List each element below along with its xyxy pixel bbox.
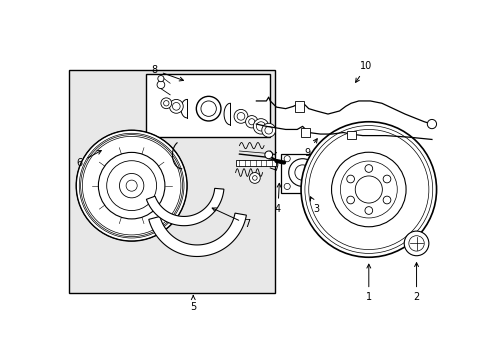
Circle shape — [364, 165, 372, 172]
Circle shape — [346, 196, 354, 204]
Circle shape — [119, 174, 143, 198]
Text: 10: 10 — [355, 61, 372, 82]
Bar — [145, 74, 270, 137]
Circle shape — [158, 76, 163, 82]
Circle shape — [314, 183, 321, 189]
Polygon shape — [148, 213, 246, 256]
Circle shape — [264, 151, 272, 159]
Circle shape — [427, 120, 436, 129]
Circle shape — [261, 123, 275, 137]
Circle shape — [383, 175, 390, 183]
Text: 9: 9 — [304, 139, 317, 158]
Bar — [235, 160, 275, 166]
Circle shape — [301, 122, 436, 257]
Bar — [281, 154, 323, 193]
Circle shape — [245, 116, 257, 128]
Bar — [68, 70, 274, 293]
Circle shape — [234, 109, 247, 123]
Bar — [346, 131, 356, 139]
Text: 2: 2 — [412, 263, 419, 302]
Text: 1: 1 — [365, 264, 371, 302]
Circle shape — [169, 99, 183, 113]
Text: 5: 5 — [190, 296, 196, 311]
Text: 4: 4 — [274, 183, 281, 214]
Circle shape — [196, 96, 221, 121]
Circle shape — [346, 175, 354, 183]
Bar — [301, 128, 310, 137]
Text: 8: 8 — [151, 65, 183, 81]
Circle shape — [253, 119, 268, 134]
Circle shape — [383, 196, 390, 204]
Text: 6: 6 — [76, 150, 101, 167]
Circle shape — [249, 172, 260, 183]
Circle shape — [284, 183, 290, 189]
Text: 3: 3 — [310, 197, 319, 214]
Circle shape — [76, 130, 187, 241]
Circle shape — [161, 98, 171, 109]
Circle shape — [314, 156, 321, 162]
Circle shape — [126, 180, 137, 191]
Circle shape — [157, 81, 164, 89]
Text: 7: 7 — [212, 208, 250, 229]
Circle shape — [404, 231, 428, 256]
Polygon shape — [146, 188, 224, 226]
Circle shape — [364, 207, 372, 214]
Circle shape — [284, 156, 290, 162]
Bar — [294, 101, 304, 112]
Circle shape — [288, 159, 316, 186]
